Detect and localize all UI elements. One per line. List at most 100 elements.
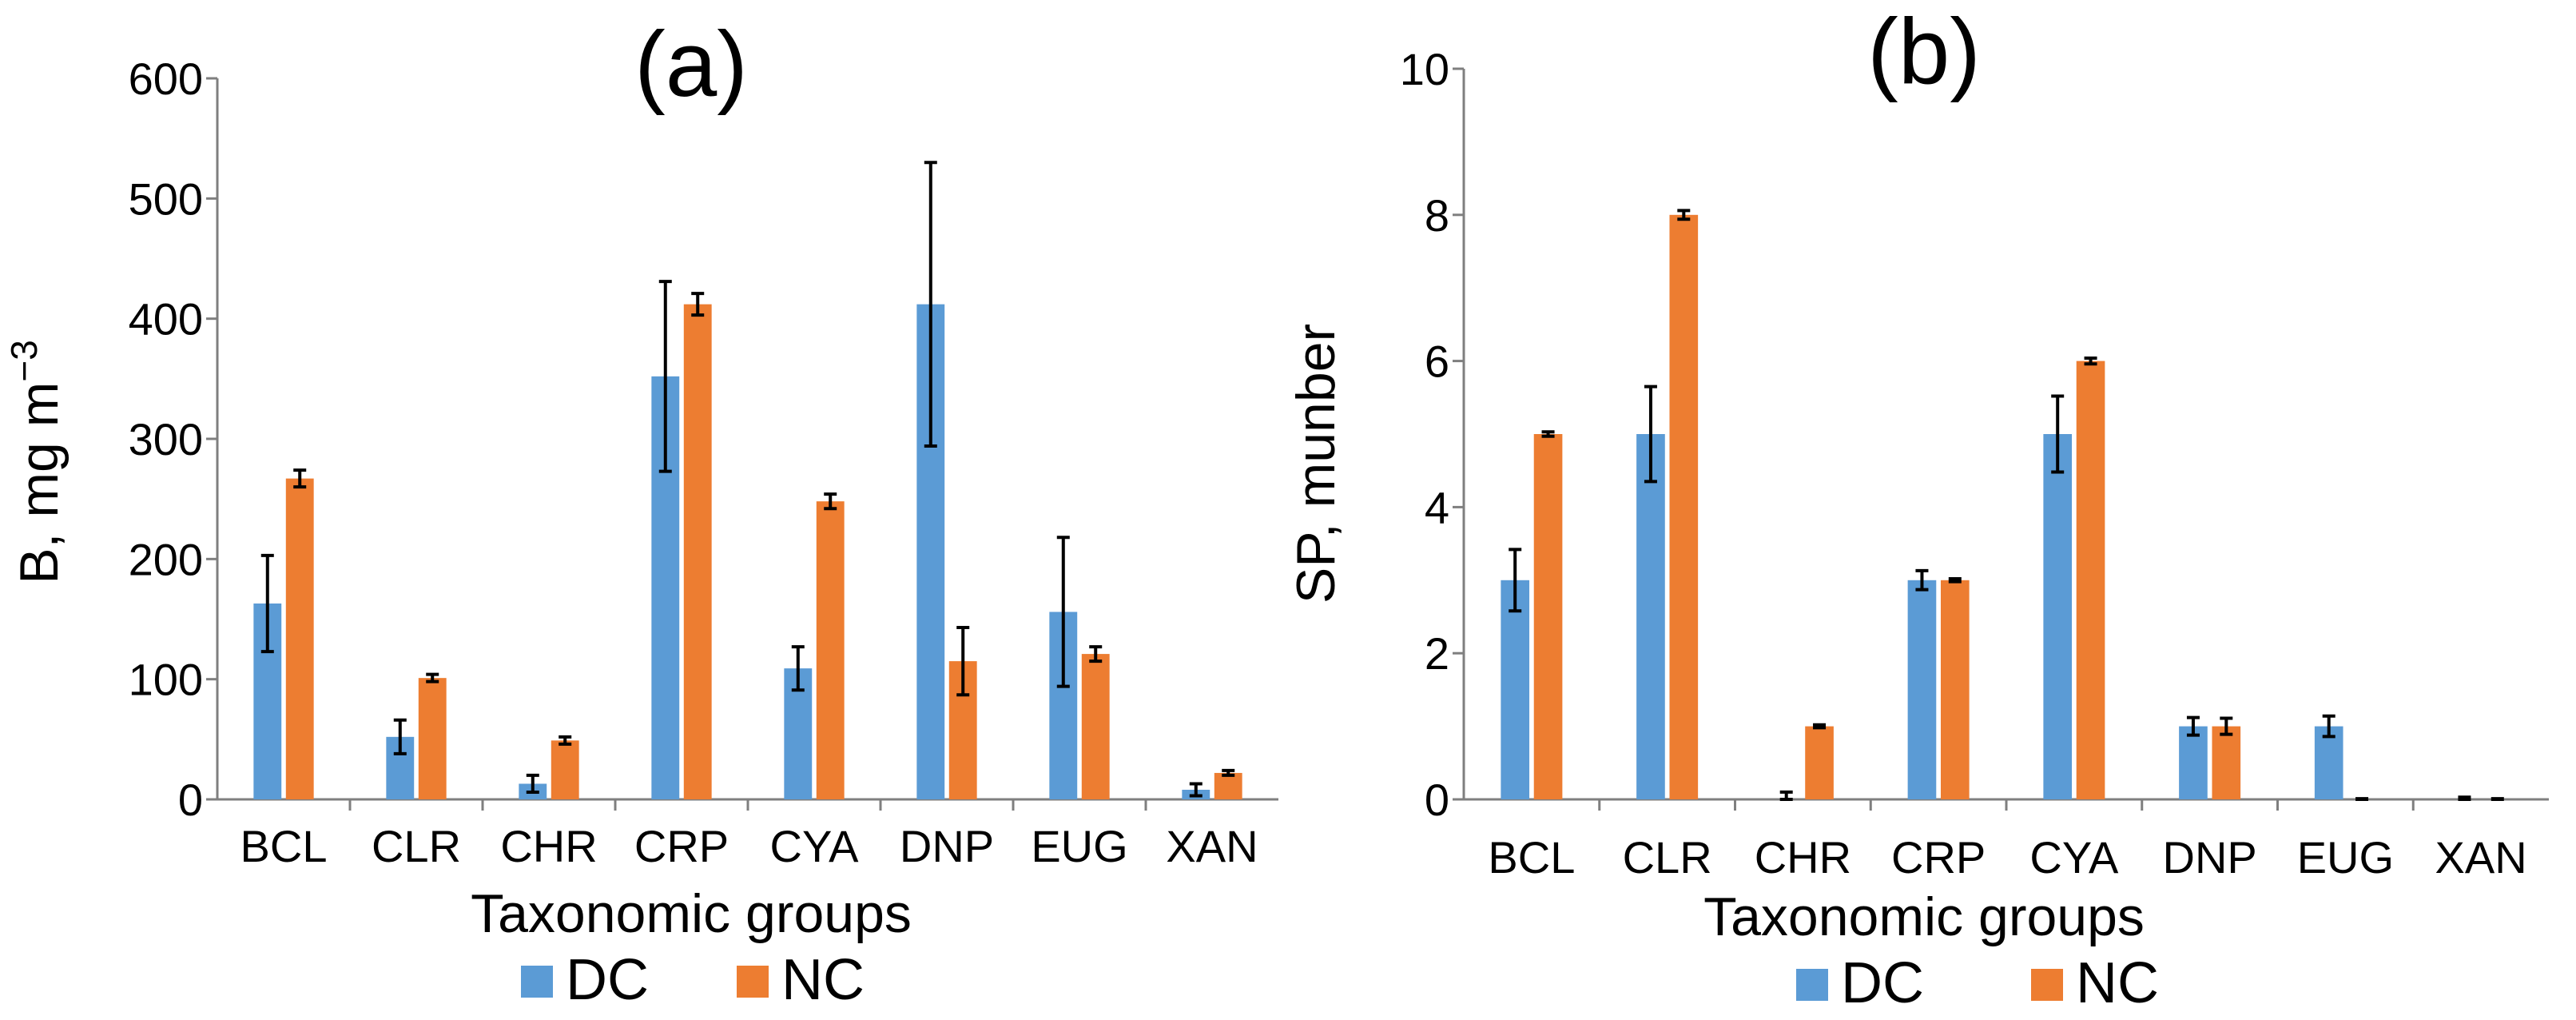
error-bar-dc	[658, 280, 672, 473]
chart-panel-a: (a) Taxonomic groups B, mg m−3 0 100 200 30…	[3, 12, 1278, 944]
legend-label-nc-a: NC	[781, 948, 865, 1012]
error-bar-dc	[1779, 790, 1793, 801]
y-tick-label: 2	[1425, 628, 1449, 679]
y-axis-title-a: B, mg m−3	[3, 340, 70, 584]
bar-dc	[2179, 726, 2208, 799]
bar-nc	[285, 478, 314, 799]
legend-label-dc-a: DC	[566, 948, 649, 1012]
error-bar-nc	[691, 292, 705, 317]
bar-dc	[1636, 434, 1665, 799]
x-tick-label: CLR	[372, 821, 461, 871]
y-tick-label: 200	[129, 534, 203, 584]
y-axis-title-a-main: B, mg m	[9, 382, 70, 584]
x-tick-label: BCL	[1488, 832, 1575, 883]
bar-nc	[2076, 361, 2105, 800]
bar-nc	[551, 740, 579, 799]
plot-area-b: 0 2 4 6 8 10 BCL CLR CHR CRP CYA DNP EUG XAN	[1400, 44, 2549, 883]
y-tick-label: 10	[1400, 44, 1449, 94]
y-axis-title-a-superscript: −3	[3, 340, 45, 381]
x-tick-label: DNP	[900, 821, 994, 871]
error-bar-nc	[1948, 576, 1962, 584]
x-axis-title-b: Taxonomic groups	[1703, 887, 2145, 947]
x-tick-label: XAN	[2435, 832, 2527, 883]
error-bar-nc	[2084, 356, 2097, 366]
bar-nc	[1533, 434, 1563, 799]
x-tick-label: CRP	[634, 821, 729, 871]
error-bar-nc	[1089, 645, 1103, 663]
x-tick-label: CYA	[2029, 832, 2119, 883]
legend-a: DC NC	[521, 948, 865, 1012]
x-tick-label: CYA	[770, 821, 860, 871]
bar-dc	[2043, 434, 2073, 799]
error-bar-nc	[559, 735, 572, 746]
error-bar-dc	[526, 773, 539, 794]
y-axis-title-b: SP, munber	[1286, 324, 1346, 604]
error-bar-dc	[1509, 548, 1522, 613]
error-bar-dc	[1056, 536, 1070, 688]
bar-nc	[418, 678, 447, 799]
error-bar-nc	[426, 672, 439, 683]
error-bar-nc	[1677, 209, 1691, 221]
bar-nc	[1805, 726, 1834, 799]
legend-label-dc-b: DC	[1841, 951, 1924, 1015]
y-tick-label: 100	[129, 655, 203, 705]
x-tick-label: XAN	[1166, 821, 1258, 871]
y-tick-label: 500	[129, 173, 203, 224]
error-bar-dc	[2322, 714, 2335, 739]
x-tick-label: CLR	[1623, 832, 1712, 883]
bar-nc	[1940, 580, 1970, 799]
legend-swatch-dc-a	[521, 966, 553, 998]
y-tick-label: 600	[129, 54, 203, 104]
x-tick-label: DNP	[2163, 832, 2257, 883]
plot-area-a: 0 100 200 300 400 500 600 BCL CLR CHR CRP CYA DNP EUG…	[129, 54, 1278, 871]
y-tick-label: 8	[1425, 190, 1449, 241]
chart-panel-b: (b) Taxonomic groups SP, munber 0 2 4 6 8 10 B…	[1286, 0, 2549, 947]
x-tick-label: CHR	[500, 821, 597, 871]
legend-swatch-nc-a	[737, 966, 769, 998]
y-tick-label: 300	[129, 414, 203, 464]
error-bar-dc	[2051, 394, 2065, 474]
error-bar-nc	[293, 468, 307, 489]
y-tick-label: 0	[178, 775, 203, 825]
error-bar-dc	[2458, 795, 2471, 801]
bar-dc	[2314, 726, 2343, 799]
x-tick-label: EUG	[2297, 832, 2394, 883]
error-bar-dc	[1644, 384, 1657, 484]
bar-nc	[816, 501, 845, 799]
y-tick-label: 4	[1425, 482, 1449, 532]
bar-nc	[1081, 654, 1110, 799]
x-tick-label: CRP	[1891, 832, 1986, 883]
x-tick-label: EUG	[1031, 821, 1127, 871]
error-bar-dc	[2186, 715, 2200, 737]
y-tick-label: 400	[129, 294, 203, 345]
bar-dc	[1907, 580, 1937, 799]
error-bar-dc	[924, 161, 937, 448]
error-bar-nc	[1541, 430, 1555, 438]
error-bar-nc	[956, 626, 970, 697]
error-bar-dc	[791, 645, 805, 692]
error-bar-nc	[1222, 768, 1235, 777]
bar-nc	[1669, 214, 1699, 799]
x-axis-title-a: Taxonomic groups	[471, 883, 912, 944]
error-bar-dc	[1915, 568, 1929, 592]
legend-b: DC NC	[1796, 951, 2159, 1015]
x-tick-label: BCL	[241, 821, 328, 871]
bar-dc	[1501, 580, 1530, 799]
x-tick-label: CHR	[1755, 832, 1851, 883]
error-bar-dc	[1189, 782, 1203, 798]
error-bar-nc	[1813, 723, 1827, 730]
legend-label-nc-b: NC	[2076, 951, 2159, 1015]
bar-nc	[683, 304, 712, 799]
error-bar-dc	[260, 553, 274, 654]
bar-nc	[1214, 772, 1242, 799]
error-bar-nc	[2220, 716, 2233, 736]
y-tick-label: 6	[1425, 337, 1449, 387]
legend-swatch-dc-b	[1796, 969, 1828, 1001]
y-tick-label: 0	[1425, 775, 1449, 825]
chart-title-b: (b)	[1867, 0, 1981, 103]
error-bar-nc	[824, 492, 837, 511]
chart-title-a: (a)	[634, 12, 748, 116]
bar-nc	[2212, 726, 2241, 799]
error-bar-dc	[393, 718, 407, 755]
